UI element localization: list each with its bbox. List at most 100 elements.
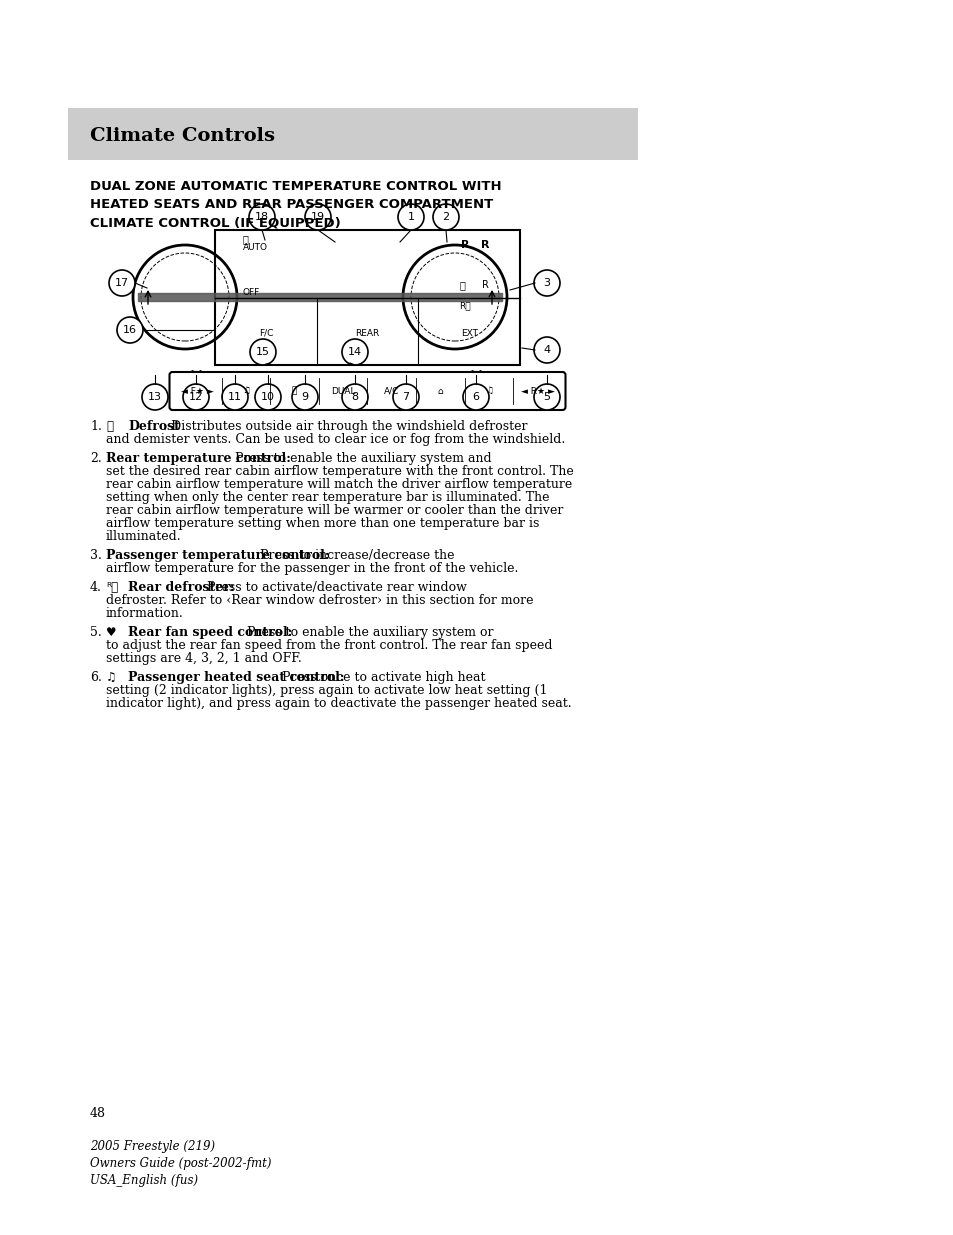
Text: illuminated.: illuminated. (106, 530, 181, 543)
Circle shape (254, 384, 281, 410)
Text: Press to increase/decrease the: Press to increase/decrease the (255, 550, 454, 562)
Circle shape (462, 384, 489, 410)
Text: Rear fan speed control:: Rear fan speed control: (128, 626, 292, 638)
Text: rear cabin airflow temperature will match the driver airflow temperature: rear cabin airflow temperature will matc… (106, 478, 572, 492)
Circle shape (341, 384, 368, 410)
Text: DUAL: DUAL (331, 387, 355, 395)
Text: 48: 48 (90, 1107, 106, 1120)
Text: : Distributes outside air through the windshield defroster: : Distributes outside air through the wi… (163, 420, 527, 433)
Text: 4: 4 (543, 345, 550, 354)
Text: DUAL ZONE AUTOMATIC TEMPERATURE CONTROL WITH
HEATED SEATS AND REAR PASSENGER COM: DUAL ZONE AUTOMATIC TEMPERATURE CONTROL … (90, 180, 501, 228)
Text: indicator light), and press again to deactivate the passenger heated seat.: indicator light), and press again to dea… (106, 697, 571, 710)
Text: ⭐: ⭐ (243, 233, 249, 245)
Circle shape (142, 384, 168, 410)
Text: 5.: 5. (90, 626, 102, 638)
Text: 13: 13 (148, 391, 162, 403)
Circle shape (397, 204, 423, 230)
Text: ♫: ♫ (242, 387, 250, 395)
Text: R: R (480, 240, 489, 249)
Text: Rear defroster:: Rear defroster: (128, 580, 234, 594)
Text: 18: 18 (254, 212, 269, 222)
Text: Passenger heated seat control:: Passenger heated seat control: (128, 671, 344, 684)
Circle shape (183, 384, 209, 410)
FancyBboxPatch shape (68, 107, 638, 161)
Text: 3.: 3. (90, 550, 102, 562)
Text: settings are 4, 3, 2, 1 and OFF.: settings are 4, 3, 2, 1 and OFF. (106, 652, 301, 664)
Text: ⌂: ⌂ (437, 387, 443, 395)
Text: information.: information. (106, 606, 184, 620)
Text: to adjust the rear fan speed from the front control. The rear fan speed: to adjust the rear fan speed from the fr… (106, 638, 552, 652)
Text: rear cabin airflow temperature will be warmer or cooler than the driver: rear cabin airflow temperature will be w… (106, 504, 563, 517)
Text: 2.: 2. (90, 452, 102, 466)
Text: Climate Controls: Climate Controls (90, 127, 274, 144)
Text: 4.: 4. (90, 580, 102, 594)
Text: 3: 3 (543, 278, 550, 288)
Circle shape (117, 317, 143, 343)
Text: AUTO: AUTO (243, 243, 268, 252)
Text: airflow temperature for the passenger in the front of the vehicle.: airflow temperature for the passenger in… (106, 562, 517, 576)
Text: 11: 11 (228, 391, 242, 403)
Text: R: R (460, 240, 469, 249)
Text: and demister vents. Can be used to clear ice or fog from the windshield.: and demister vents. Can be used to clear… (106, 433, 565, 446)
Circle shape (534, 270, 559, 296)
Text: USA_English (fus): USA_English (fus) (90, 1174, 198, 1187)
Text: 5: 5 (543, 391, 550, 403)
Circle shape (222, 384, 248, 410)
Text: R: R (481, 280, 488, 290)
Text: Press to activate/deactivate rear window: Press to activate/deactivate rear window (203, 580, 466, 594)
Text: REAR: REAR (355, 329, 379, 337)
Circle shape (393, 384, 418, 410)
Text: ♫: ♫ (484, 387, 493, 395)
Circle shape (305, 204, 331, 230)
Text: Rear temperature control:: Rear temperature control: (106, 452, 291, 466)
Text: 15: 15 (255, 347, 270, 357)
Text: 16: 16 (123, 325, 137, 335)
Circle shape (341, 338, 368, 366)
Text: Press to enable the auxiliary system and: Press to enable the auxiliary system and (231, 452, 491, 466)
Text: 14: 14 (348, 347, 362, 357)
Circle shape (433, 204, 458, 230)
Bar (214, 230, 519, 366)
Text: 12: 12 (189, 391, 203, 403)
Text: ᴿ⓽: ᴿ⓽ (106, 580, 118, 594)
Text: 19: 19 (311, 212, 325, 222)
Circle shape (250, 338, 275, 366)
Text: 6: 6 (472, 391, 479, 403)
Text: Defrost: Defrost (128, 420, 180, 433)
Text: OFF: OFF (243, 288, 260, 296)
Text: 2: 2 (442, 212, 449, 222)
FancyBboxPatch shape (170, 372, 565, 410)
Text: 8: 8 (351, 391, 358, 403)
Text: 1.: 1. (90, 420, 102, 433)
Text: set the desired rear cabin airflow temperature with the front control. The: set the desired rear cabin airflow tempe… (106, 466, 573, 478)
Text: ⓿: ⓿ (458, 280, 464, 290)
Text: setting (2 indicator lights), press again to activate low heat setting (1: setting (2 indicator lights), press agai… (106, 684, 547, 697)
Text: EXT: EXT (460, 329, 477, 337)
Text: ◄ F★ ►: ◄ F★ ► (181, 387, 213, 395)
Text: setting when only the center rear temperature bar is illuminated. The: setting when only the center rear temper… (106, 492, 549, 504)
Text: 6.: 6. (90, 671, 102, 684)
Text: ♫: ♫ (106, 671, 116, 684)
Text: defroster. Refer to ‹Rear window defroster› in this section for more: defroster. Refer to ‹Rear window defrost… (106, 594, 533, 606)
Text: R⓿: R⓿ (458, 301, 471, 310)
Text: 9: 9 (301, 391, 308, 403)
Text: ⓽: ⓽ (106, 420, 112, 433)
Text: 17: 17 (114, 278, 129, 288)
Circle shape (249, 204, 274, 230)
Circle shape (109, 270, 135, 296)
Text: airflow temperature setting when more than one temperature bar is: airflow temperature setting when more th… (106, 517, 538, 530)
Circle shape (534, 337, 559, 363)
Text: ◄ R★ ►: ◄ R★ ► (520, 387, 554, 395)
Text: Owners Guide (post-2002-fmt): Owners Guide (post-2002-fmt) (90, 1157, 272, 1170)
Text: A/C: A/C (384, 387, 399, 395)
Text: Passenger temperature control:: Passenger temperature control: (106, 550, 329, 562)
Text: Press to enable the auxiliary system or: Press to enable the auxiliary system or (243, 626, 493, 638)
Text: 1: 1 (407, 212, 414, 222)
Circle shape (292, 384, 317, 410)
Text: Press once to activate high heat: Press once to activate high heat (277, 671, 485, 684)
Text: F/C: F/C (258, 329, 273, 337)
Text: ♥: ♥ (106, 626, 116, 638)
Text: 10: 10 (261, 391, 274, 403)
Text: 2005 Freestyle (219): 2005 Freestyle (219) (90, 1140, 214, 1153)
Text: ⛄: ⛄ (292, 387, 297, 395)
